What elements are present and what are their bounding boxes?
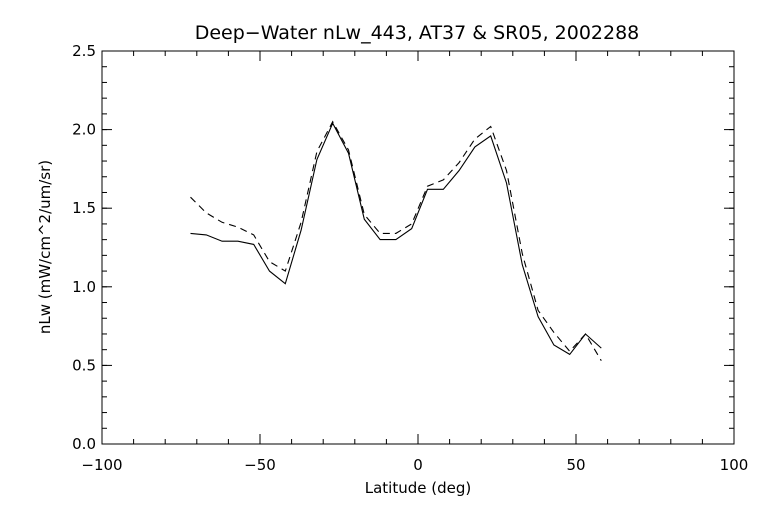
series-layer (190, 120, 602, 361)
x-tick-label: 0 (413, 456, 423, 474)
solid-series-line (190, 122, 602, 356)
x-tick-label: 50 (566, 456, 585, 474)
x-axis-label: Latitude (deg) (365, 479, 471, 497)
x-tick-label: −100 (81, 456, 122, 474)
y-tick-label: 2.0 (72, 121, 96, 139)
y-axis-ticks: 0.0 0.5 1.0 1.5 2.0 2.5 (72, 42, 734, 453)
y-tick-label: 1.5 (72, 199, 96, 217)
x-tick-label: 100 (720, 456, 749, 474)
chart-title: Deep−Water nLw_443, AT37 & SR05, 2002288 (195, 22, 640, 44)
y-tick-label: 0.0 (72, 435, 96, 453)
x-tick-label: −50 (244, 456, 276, 474)
y-tick-label: 0.5 (72, 356, 96, 374)
x-axis-ticks: −100 −50 0 50 100 (81, 51, 748, 474)
y-tick-label: 1.0 (72, 278, 96, 296)
y-tick-label: 2.5 (72, 42, 96, 60)
plot-frame (101, 50, 735, 445)
dashed-series-line (190, 120, 602, 361)
y-axis-label: nLw (mW/cm^2/um/sr) (36, 160, 54, 334)
